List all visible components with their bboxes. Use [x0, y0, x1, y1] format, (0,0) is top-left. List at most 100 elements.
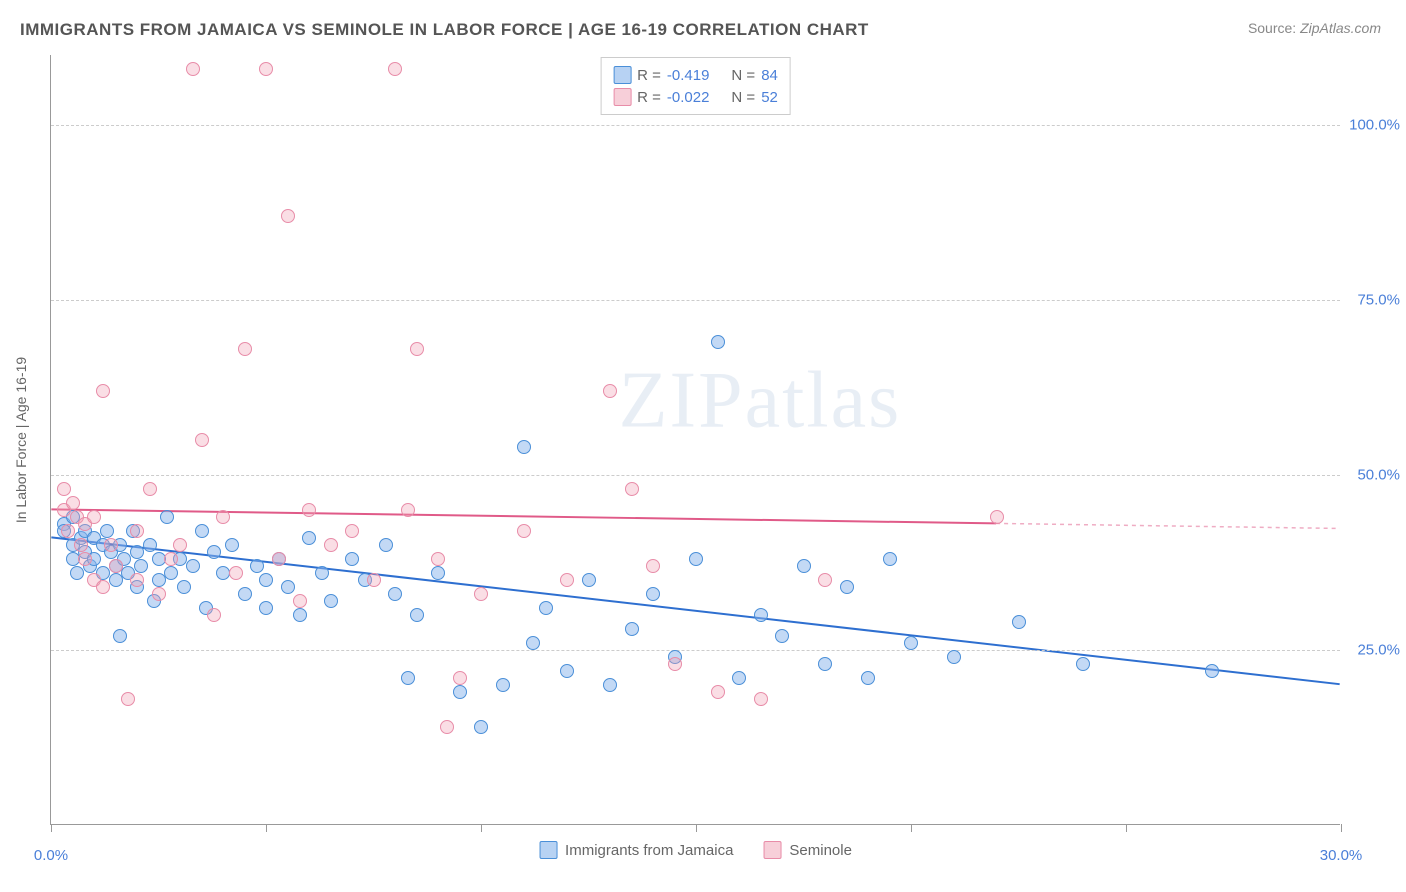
scatter-point: [186, 559, 200, 573]
scatter-point: [130, 573, 144, 587]
y-tick-label: 100.0%: [1345, 117, 1400, 134]
scatter-point: [121, 692, 135, 706]
scatter-point: [164, 552, 178, 566]
scatter-point: [160, 510, 174, 524]
scatter-point: [109, 559, 123, 573]
legend-n-label: N =: [731, 89, 755, 106]
scatter-point: [711, 335, 725, 349]
source-label: Source:: [1248, 20, 1296, 36]
trend-lines: [51, 55, 1340, 824]
legend-item[interactable]: Seminole: [763, 841, 852, 859]
scatter-point: [775, 629, 789, 643]
scatter-point: [582, 573, 596, 587]
legend-n-label: N =: [731, 67, 755, 84]
scatter-point: [195, 524, 209, 538]
scatter-point: [96, 580, 110, 594]
scatter-point: [797, 559, 811, 573]
scatter-point: [947, 650, 961, 664]
scatter-point: [603, 384, 617, 398]
scatter-point: [367, 573, 381, 587]
scatter-point: [216, 566, 230, 580]
scatter-point: [453, 685, 467, 699]
scatter-point: [134, 559, 148, 573]
scatter-point: [689, 552, 703, 566]
scatter-point: [164, 566, 178, 580]
legend-n-value: 52: [761, 89, 778, 106]
scatter-point: [259, 601, 273, 615]
scatter-point: [66, 552, 80, 566]
scatter-point: [440, 720, 454, 734]
scatter-point: [143, 482, 157, 496]
scatter-point: [345, 552, 359, 566]
scatter-point: [152, 587, 166, 601]
scatter-point: [1205, 664, 1219, 678]
scatter-point: [861, 671, 875, 685]
scatter-point: [324, 594, 338, 608]
scatter-point: [207, 608, 221, 622]
y-tick-label: 75.0%: [1345, 292, 1400, 309]
source-link[interactable]: ZipAtlas.com: [1300, 20, 1381, 36]
scatter-point: [70, 566, 84, 580]
scatter-point: [431, 566, 445, 580]
scatter-point: [225, 538, 239, 552]
legend-r-label: R =: [637, 89, 661, 106]
grid-line: [51, 125, 1340, 126]
legend-r-value: -0.022: [667, 89, 710, 106]
scatter-point: [646, 559, 660, 573]
scatter-point: [173, 538, 187, 552]
scatter-point: [143, 538, 157, 552]
legend-item[interactable]: Immigrants from Jamaica: [539, 841, 733, 859]
scatter-point: [293, 594, 307, 608]
x-tick: [51, 824, 52, 832]
scatter-point: [431, 552, 445, 566]
scatter-point: [840, 580, 854, 594]
legend-row: R = -0.022 N = 52: [613, 86, 778, 108]
grid-line: [51, 475, 1340, 476]
scatter-point: [603, 678, 617, 692]
x-tick-label: 30.0%: [1320, 847, 1363, 864]
legend-swatch: [539, 841, 557, 859]
scatter-point: [526, 636, 540, 650]
scatter-point: [250, 559, 264, 573]
scatter-point: [259, 573, 273, 587]
scatter-point: [207, 545, 221, 559]
x-tick: [1341, 824, 1342, 832]
scatter-point: [229, 566, 243, 580]
x-tick: [696, 824, 697, 832]
scatter-point: [186, 62, 200, 76]
scatter-point: [100, 524, 114, 538]
scatter-point: [388, 587, 402, 601]
scatter-point: [625, 622, 639, 636]
y-tick-label: 50.0%: [1345, 467, 1400, 484]
scatter-point: [195, 433, 209, 447]
x-tick: [266, 824, 267, 832]
scatter-point: [302, 531, 316, 545]
source-attribution: Source: ZipAtlas.com: [1248, 20, 1381, 36]
scatter-point: [315, 566, 329, 580]
scatter-point: [990, 510, 1004, 524]
scatter-point: [57, 482, 71, 496]
scatter-point: [474, 720, 488, 734]
scatter-point: [668, 657, 682, 671]
scatter-point: [61, 524, 75, 538]
scatter-point: [401, 503, 415, 517]
scatter-point: [66, 496, 80, 510]
scatter-point: [152, 573, 166, 587]
legend-r-label: R =: [637, 67, 661, 84]
scatter-point: [539, 601, 553, 615]
scatter-point: [711, 685, 725, 699]
scatter-point: [453, 671, 467, 685]
grid-line: [51, 650, 1340, 651]
grid-line: [51, 300, 1340, 301]
scatter-point: [96, 384, 110, 398]
scatter-point: [259, 62, 273, 76]
legend-r-value: -0.419: [667, 67, 710, 84]
legend-swatch: [613, 88, 631, 106]
legend-row: R = -0.419 N = 84: [613, 64, 778, 86]
scatter-point: [78, 552, 92, 566]
y-axis-label: In Labor Force | Age 16-19: [13, 356, 29, 522]
scatter-point: [904, 636, 918, 650]
scatter-chart: In Labor Force | Age 16-19 ZIPatlas R = …: [50, 55, 1340, 825]
legend-item-label: Immigrants from Jamaica: [565, 842, 733, 859]
scatter-point: [754, 608, 768, 622]
